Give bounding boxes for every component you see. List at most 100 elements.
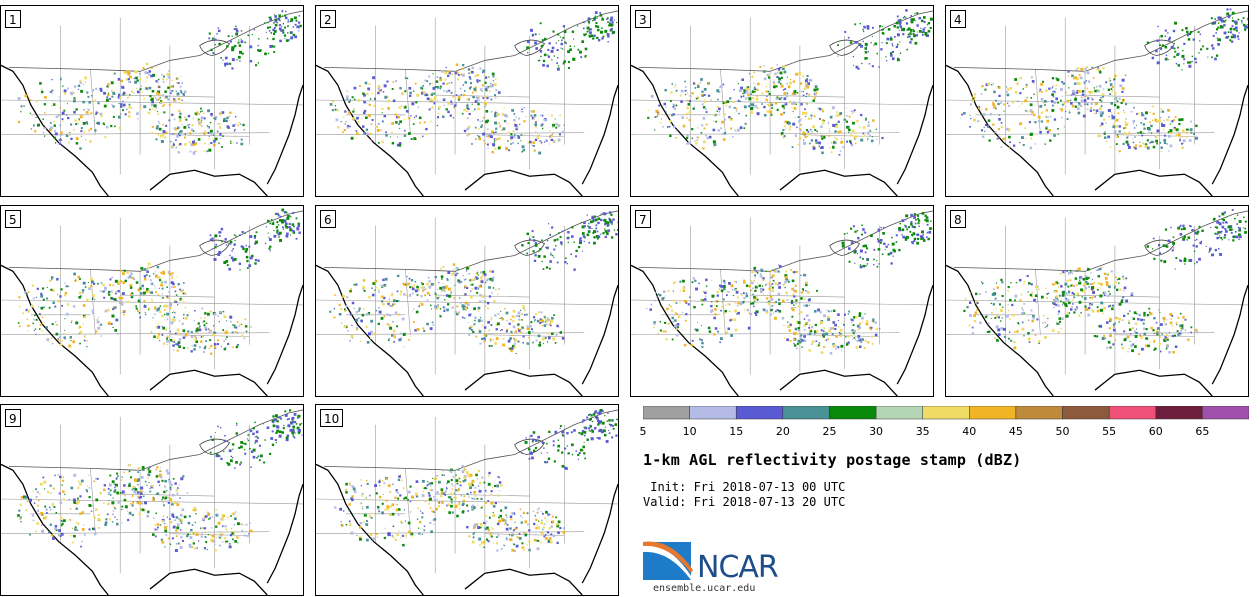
reflectivity-echo (1170, 45, 1174, 49)
reflectivity-echo (422, 135, 424, 138)
reflectivity-echo (732, 136, 734, 138)
reflectivity-echo (98, 325, 100, 327)
reflectivity-echo (703, 87, 707, 91)
reflectivity-echo (86, 298, 89, 302)
reflectivity-echo (120, 79, 124, 83)
reflectivity-echo (778, 298, 781, 301)
reflectivity-echo (1122, 296, 1125, 299)
reflectivity-echo (592, 37, 595, 40)
reflectivity-echo (490, 292, 493, 294)
reflectivity-echo (212, 134, 215, 136)
state-boundary (1114, 134, 1195, 137)
reflectivity-echo (985, 83, 989, 87)
reflectivity-echo (839, 150, 842, 152)
reflectivity-echo (348, 101, 351, 103)
reflectivity-echo (491, 150, 495, 154)
reflectivity-echo (111, 297, 114, 300)
reflectivity-echo (494, 113, 497, 115)
reflectivity-echo (392, 303, 395, 306)
reflectivity-echo (169, 330, 171, 333)
reflectivity-echo (526, 252, 528, 255)
reflectivity-echo (532, 236, 535, 238)
reflectivity-echo (882, 25, 884, 27)
map-panel: 8 (945, 205, 1249, 397)
reflectivity-echo (1080, 277, 1083, 280)
reflectivity-echo (861, 62, 863, 65)
reflectivity-echo (862, 132, 865, 135)
reflectivity-echo (807, 82, 811, 86)
reflectivity-echo (1028, 121, 1031, 124)
reflectivity-echo (919, 235, 923, 238)
reflectivity-echo (821, 138, 824, 140)
reflectivity-echo (563, 124, 565, 126)
reflectivity-echo (184, 116, 186, 119)
reflectivity-echo (686, 117, 688, 119)
reflectivity-echo (517, 142, 519, 145)
reflectivity-echo (203, 320, 206, 323)
reflectivity-echo (83, 83, 85, 85)
reflectivity-echo (551, 133, 554, 135)
reflectivity-echo (183, 92, 185, 94)
reflectivity-echo (911, 225, 915, 228)
reflectivity-echo (1064, 108, 1067, 110)
reflectivity-echo (1161, 124, 1164, 127)
reflectivity-echo (168, 272, 172, 276)
reflectivity-echo (1066, 99, 1070, 103)
reflectivity-echo (863, 347, 866, 349)
reflectivity-echo (835, 348, 837, 350)
country-border (638, 10, 933, 72)
reflectivity-echo (811, 146, 813, 148)
reflectivity-echo (52, 301, 55, 304)
reflectivity-echo (396, 274, 400, 278)
reflectivity-echo (791, 146, 794, 149)
reflectivity-echo (1087, 90, 1090, 93)
reflectivity-echo (203, 132, 206, 135)
reflectivity-echo (847, 252, 849, 254)
reflectivity-echo (363, 100, 366, 104)
reflectivity-echo (686, 134, 689, 137)
reflectivity-echo (82, 323, 84, 325)
reflectivity-echo (586, 233, 590, 237)
reflectivity-echo (434, 292, 437, 295)
reflectivity-echo (385, 131, 388, 134)
reflectivity-echo (1092, 281, 1096, 285)
reflectivity-echo (756, 112, 760, 116)
reflectivity-echo (251, 254, 254, 258)
reflectivity-echo (1014, 78, 1018, 81)
reflectivity-echo (1227, 31, 1230, 34)
reflectivity-echo (924, 26, 926, 29)
reflectivity-echo (865, 322, 869, 326)
reflectivity-echo (558, 232, 560, 234)
reflectivity-echo (1003, 103, 1006, 106)
reflectivity-echo (468, 327, 472, 330)
reflectivity-echo (611, 223, 613, 225)
reflectivity-echo (680, 100, 683, 103)
reflectivity-echo (708, 330, 712, 333)
reflectivity-echo (445, 108, 448, 111)
reflectivity-echo (827, 318, 830, 321)
reflectivity-echo (1085, 275, 1088, 278)
reflectivity-echo (366, 340, 370, 344)
reflectivity-echo (862, 30, 865, 33)
reflectivity-echo (825, 332, 829, 336)
reflectivity-echo (751, 281, 754, 285)
reflectivity-echo (779, 71, 783, 75)
reflectivity-echo (201, 321, 204, 324)
reflectivity-echo (1109, 83, 1113, 86)
state-boundary (405, 69, 411, 135)
reflectivity-echo (661, 297, 665, 301)
reflectivity-echo (1002, 306, 1004, 308)
reflectivity-echo (1187, 32, 1189, 34)
reflectivity-echo (111, 276, 113, 279)
reflectivity-echo (44, 114, 46, 116)
reflectivity-echo (510, 136, 514, 140)
reflectivity-echo (542, 268, 545, 270)
reflectivity-echo (779, 265, 782, 268)
reflectivity-echo (601, 18, 604, 21)
reflectivity-echo (510, 139, 512, 141)
reflectivity-echo (40, 314, 42, 317)
reflectivity-echo (803, 273, 806, 277)
reflectivity-echo (214, 137, 218, 141)
reflectivity-echo (1130, 111, 1132, 113)
reflectivity-echo (335, 118, 339, 122)
